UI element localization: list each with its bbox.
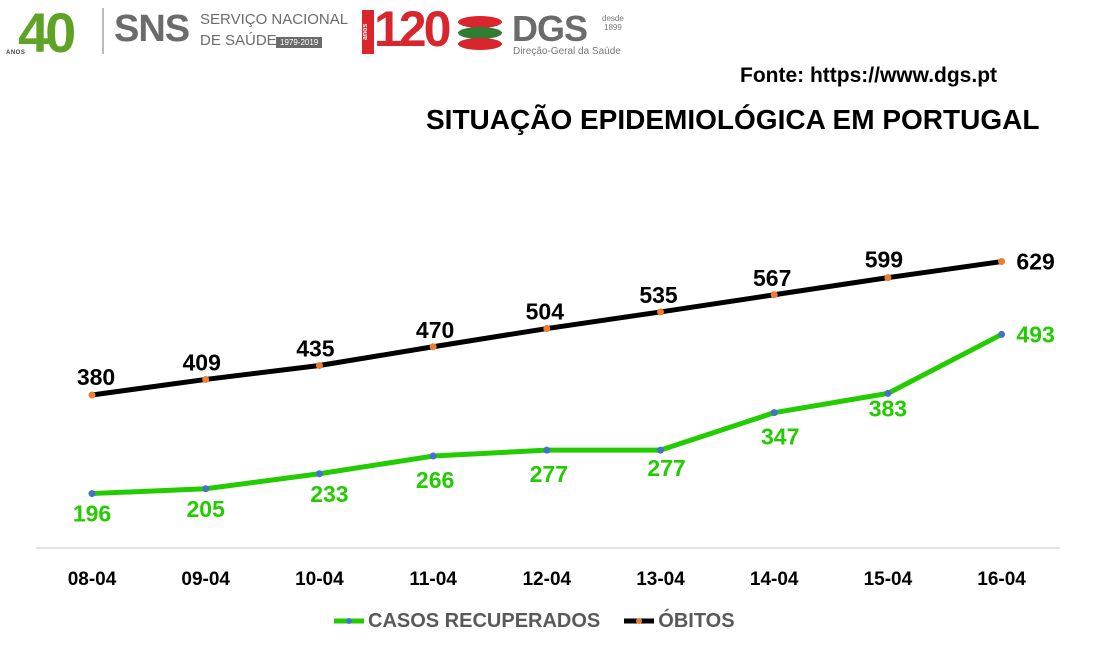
- data-label-deaths: 409: [183, 350, 221, 376]
- x-tick-label: 08-04: [68, 569, 117, 590]
- x-tick-label: 16-04: [977, 569, 1026, 590]
- dgs-year: 1899: [604, 23, 622, 32]
- data-label-deaths: 504: [526, 299, 565, 325]
- dgs-since: desde 1899: [602, 14, 624, 32]
- data-label-deaths: 435: [296, 336, 335, 362]
- logo-40-anos: ANOS: [6, 50, 26, 56]
- x-tick-label: 09-04: [181, 569, 230, 590]
- data-label-recovered: 196: [73, 501, 111, 527]
- data-point-recovered: [429, 452, 437, 460]
- data-label-deaths: 380: [77, 364, 115, 390]
- data-label-recovered: 233: [310, 481, 348, 507]
- logo-divider: [102, 8, 104, 54]
- data-point-deaths: [88, 391, 96, 399]
- source-text: Fonte: https://www.dgs.pt: [740, 64, 998, 87]
- sns-years-badge: 1979-2019: [276, 37, 323, 48]
- data-label-recovered: 493: [1016, 322, 1054, 348]
- header-logos: 40 ANOS SNS SERVIÇO NACIONAL DE SAÚDE 19…: [0, 0, 660, 64]
- data-label-recovered: 347: [761, 424, 799, 450]
- data-point-deaths: [429, 343, 437, 351]
- data-point-recovered: [998, 330, 1006, 338]
- data-label-recovered: 266: [416, 467, 454, 493]
- data-point-recovered: [88, 490, 96, 498]
- data-point-deaths: [315, 362, 323, 370]
- dgs-desde-label: desde: [602, 14, 624, 23]
- legend-label-recovered: CASOS RECUPERADOS: [368, 609, 601, 632]
- data-label-deaths: 535: [639, 282, 678, 308]
- data-point-deaths: [202, 375, 210, 383]
- x-tick-label: 15-04: [864, 569, 913, 590]
- legend-item-deaths: ÓBITOS: [624, 609, 735, 633]
- data-point-recovered: [315, 470, 323, 478]
- legend-label-deaths: ÓBITOS: [658, 609, 735, 632]
- sns-logo-text: SNS: [114, 8, 190, 50]
- x-tick-label: 11-04: [409, 569, 457, 590]
- x-tick-label: 10-04: [295, 569, 344, 590]
- sns-40-years-logo: 40 ANOS: [4, 1, 94, 64]
- x-tick-label: 13-04: [636, 569, 685, 590]
- dgs-emblem-icon: [458, 16, 502, 50]
- data-label-recovered: 205: [187, 496, 226, 522]
- data-point-deaths: [770, 291, 778, 299]
- x-tick-label: 14-04: [750, 569, 799, 590]
- data-label-deaths: 567: [753, 265, 791, 291]
- legend-item-recovered: CASOS RECUPERADOS: [334, 610, 600, 633]
- data-point-recovered: [770, 409, 778, 417]
- chart-legend: CASOS RECUPERADOS ÓBITOS: [334, 608, 759, 634]
- sns-subtitle-line2: DE SAÚDE: [200, 32, 277, 49]
- x-tick-label: 12-04: [522, 569, 571, 590]
- data-point-deaths: [998, 258, 1006, 266]
- data-point-recovered: [657, 446, 664, 454]
- data-point-recovered: [884, 389, 892, 397]
- data-label-deaths: 629: [1016, 249, 1054, 275]
- data-label-recovered: 277: [647, 455, 685, 481]
- legend-line-recovered-icon: [334, 618, 364, 624]
- dgs-subtitle: Direção-Geral da Saúde: [513, 46, 621, 57]
- chart-title: SITUAÇÃO EPIDEMIOLÓGICA EM PORTUGAL: [426, 104, 1040, 135]
- data-point-deaths: [543, 325, 551, 333]
- data-label-deaths: 470: [416, 317, 454, 343]
- data-point-recovered: [543, 446, 551, 454]
- logo-40-number: 40: [18, 1, 76, 64]
- logo-120-number: 120: [374, 1, 451, 57]
- data-label-recovered: 383: [869, 395, 907, 421]
- data-label-deaths: 599: [865, 247, 903, 273]
- data-point-deaths: [884, 274, 892, 282]
- data-label-recovered: 277: [530, 461, 568, 487]
- data-point-recovered: [202, 485, 210, 493]
- data-point-deaths: [657, 308, 664, 316]
- legend-line-deaths-icon: [624, 618, 655, 624]
- dgs-logo-text: DGS: [512, 8, 588, 49]
- sns-subtitle-line1: SERVIÇO NACIONAL: [200, 11, 349, 28]
